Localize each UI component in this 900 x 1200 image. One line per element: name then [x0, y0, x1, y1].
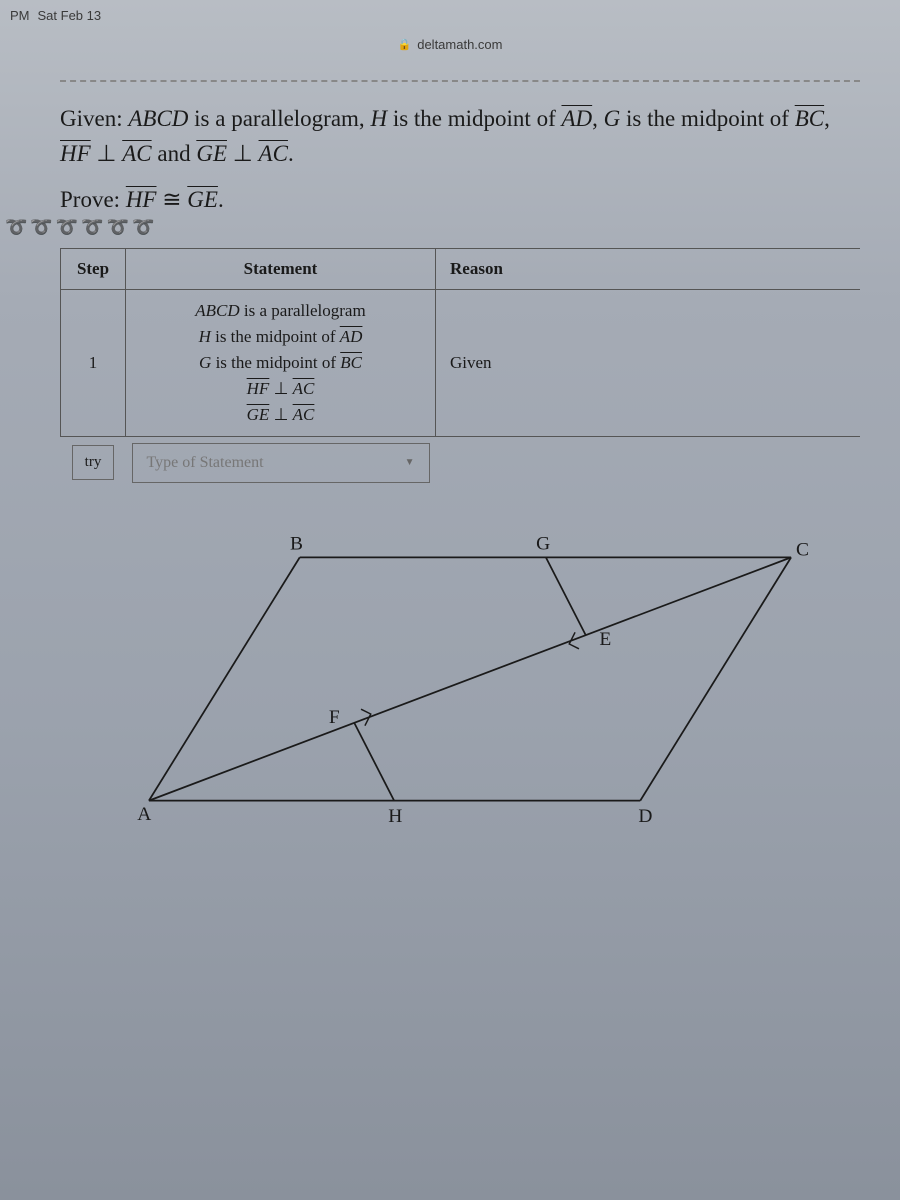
s4a: HF: [247, 379, 270, 398]
s4b: ⊥: [269, 379, 292, 398]
statement-line-1: ABCD is a parallelogram: [140, 298, 421, 324]
prove-period: .: [218, 187, 224, 212]
line-cd: [640, 557, 791, 800]
given-prefix: Given:: [60, 106, 128, 131]
line-ac: [149, 557, 791, 800]
parallelogram-diagram: A B C D H G F E: [110, 524, 830, 834]
label-a: A: [137, 804, 151, 825]
try-cell: try: [61, 436, 126, 489]
dropdown-cell: Type of Statement ▼: [126, 436, 436, 489]
reason-header: Reason: [436, 248, 861, 289]
diagram-container: A B C D H G F E: [110, 524, 860, 839]
statement-line-5: GE ⊥ AC: [140, 402, 421, 428]
s1a: ABCD: [195, 301, 239, 320]
label-e: E: [599, 628, 611, 649]
statement-line-3: G is the midpoint of BC: [140, 350, 421, 376]
try-button[interactable]: try: [72, 445, 115, 480]
decorative-dots: ➰➰➰➰➰➰: [5, 217, 157, 238]
given-bc: BC: [795, 106, 824, 131]
given-comma2: ,: [824, 106, 830, 131]
label-b: B: [290, 533, 303, 554]
date: Sat Feb 13: [38, 8, 102, 23]
try-row: try Type of Statement ▼: [61, 436, 861, 489]
s5b: ⊥: [269, 405, 292, 424]
status-left: PM Sat Feb 13: [10, 8, 101, 23]
statement-cell: ABCD is a parallelogram H is the midpoin…: [126, 289, 436, 436]
given-and: and: [152, 141, 197, 166]
chevron-down-icon: ▼: [405, 457, 415, 468]
line-ge: [546, 557, 586, 635]
s2a: H: [199, 327, 211, 346]
label-d: D: [638, 806, 652, 827]
given-period: .: [288, 141, 294, 166]
prove-statement: Prove: HF ≅ GE.: [60, 183, 860, 218]
perp-mark-f: [361, 709, 371, 726]
reason-cell: Given: [436, 289, 861, 436]
lock-icon: 🔒: [398, 38, 412, 51]
statement-line-4: HF ⊥ AC: [140, 376, 421, 402]
s4c: AC: [293, 379, 315, 398]
url-bar[interactable]: 🔒 deltamath.com: [0, 30, 900, 58]
prove-ge: GE: [187, 187, 218, 212]
dropdown-placeholder: Type of Statement: [147, 454, 264, 472]
type-of-statement-dropdown[interactable]: Type of Statement ▼: [132, 443, 430, 483]
s3b: is the midpoint of: [211, 353, 340, 372]
s2b: is the midpoint of: [211, 327, 340, 346]
given-comma1: ,: [592, 106, 604, 131]
given-ad: AD: [561, 106, 592, 131]
perp-mark-e: [569, 632, 579, 649]
url-domain: deltamath.com: [417, 37, 502, 52]
proof-table: Step Statement Reason 1 ABCD is a parall…: [60, 248, 860, 489]
statement-header: Statement: [126, 248, 436, 289]
s3c: BC: [340, 353, 362, 372]
s2c: AD: [340, 327, 363, 346]
given-h: H: [370, 106, 387, 131]
given-perp1: ⊥: [91, 141, 123, 166]
empty-cell: [436, 436, 861, 489]
statement-line-2: H is the midpoint of AD: [140, 324, 421, 350]
prove-hf: HF: [126, 187, 157, 212]
line-hf: [354, 722, 394, 800]
step-cell: 1: [61, 289, 126, 436]
given-t4: is the midpoint of: [387, 106, 561, 131]
given-perp2: ⊥: [227, 141, 259, 166]
given-ge: GE: [196, 141, 227, 166]
given-g: G: [604, 106, 621, 131]
s3a: G: [199, 353, 211, 372]
line-ab: [149, 557, 300, 800]
given-t2: is a parallelogram,: [188, 106, 370, 131]
s1b: is a parallelogram: [240, 301, 366, 320]
label-c: C: [796, 539, 809, 560]
prove-prefix: Prove:: [60, 187, 126, 212]
s5c: AC: [293, 405, 315, 424]
time-suffix: PM: [10, 8, 30, 23]
label-f: F: [329, 706, 340, 727]
given-ac2: AC: [259, 141, 288, 166]
prove-cong: ≅: [156, 187, 187, 212]
given-statement: Given: ABCD is a parallelogram, H is the…: [60, 102, 860, 171]
content-area: ➰➰➰➰➰➰ Given: ABCD is a parallelogram, H…: [60, 80, 860, 839]
step-header: Step: [61, 248, 126, 289]
given-abcd: ABCD: [128, 106, 188, 131]
table-header-row: Step Statement Reason: [61, 248, 861, 289]
given-hf: HF: [60, 141, 91, 166]
s5a: GE: [247, 405, 270, 424]
label-g: G: [536, 533, 550, 554]
label-h: H: [388, 806, 402, 827]
table-row: 1 ABCD is a parallelogram H is the midpo…: [61, 289, 861, 436]
given-ac1: AC: [122, 141, 151, 166]
given-t7: is the midpoint of: [620, 106, 794, 131]
status-bar: PM Sat Feb 13: [0, 0, 900, 30]
